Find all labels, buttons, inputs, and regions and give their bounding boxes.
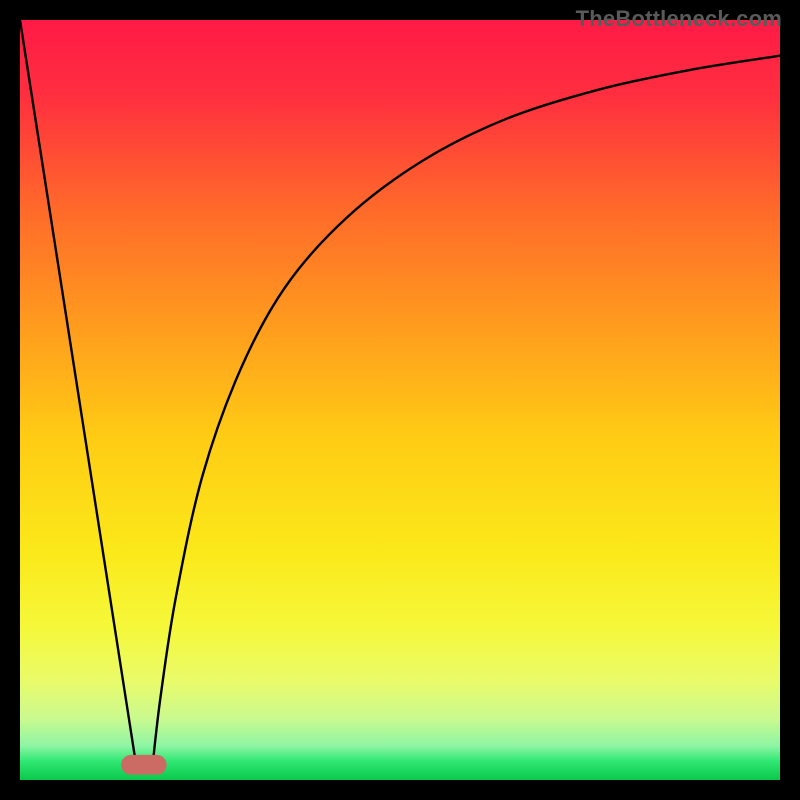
optimal-point-marker <box>121 755 167 775</box>
watermark-text: TheBottleneck.com <box>576 6 782 32</box>
chart-svg <box>0 0 800 800</box>
bottleneck-chart: TheBottleneck.com <box>0 0 800 800</box>
chart-background <box>20 20 780 780</box>
